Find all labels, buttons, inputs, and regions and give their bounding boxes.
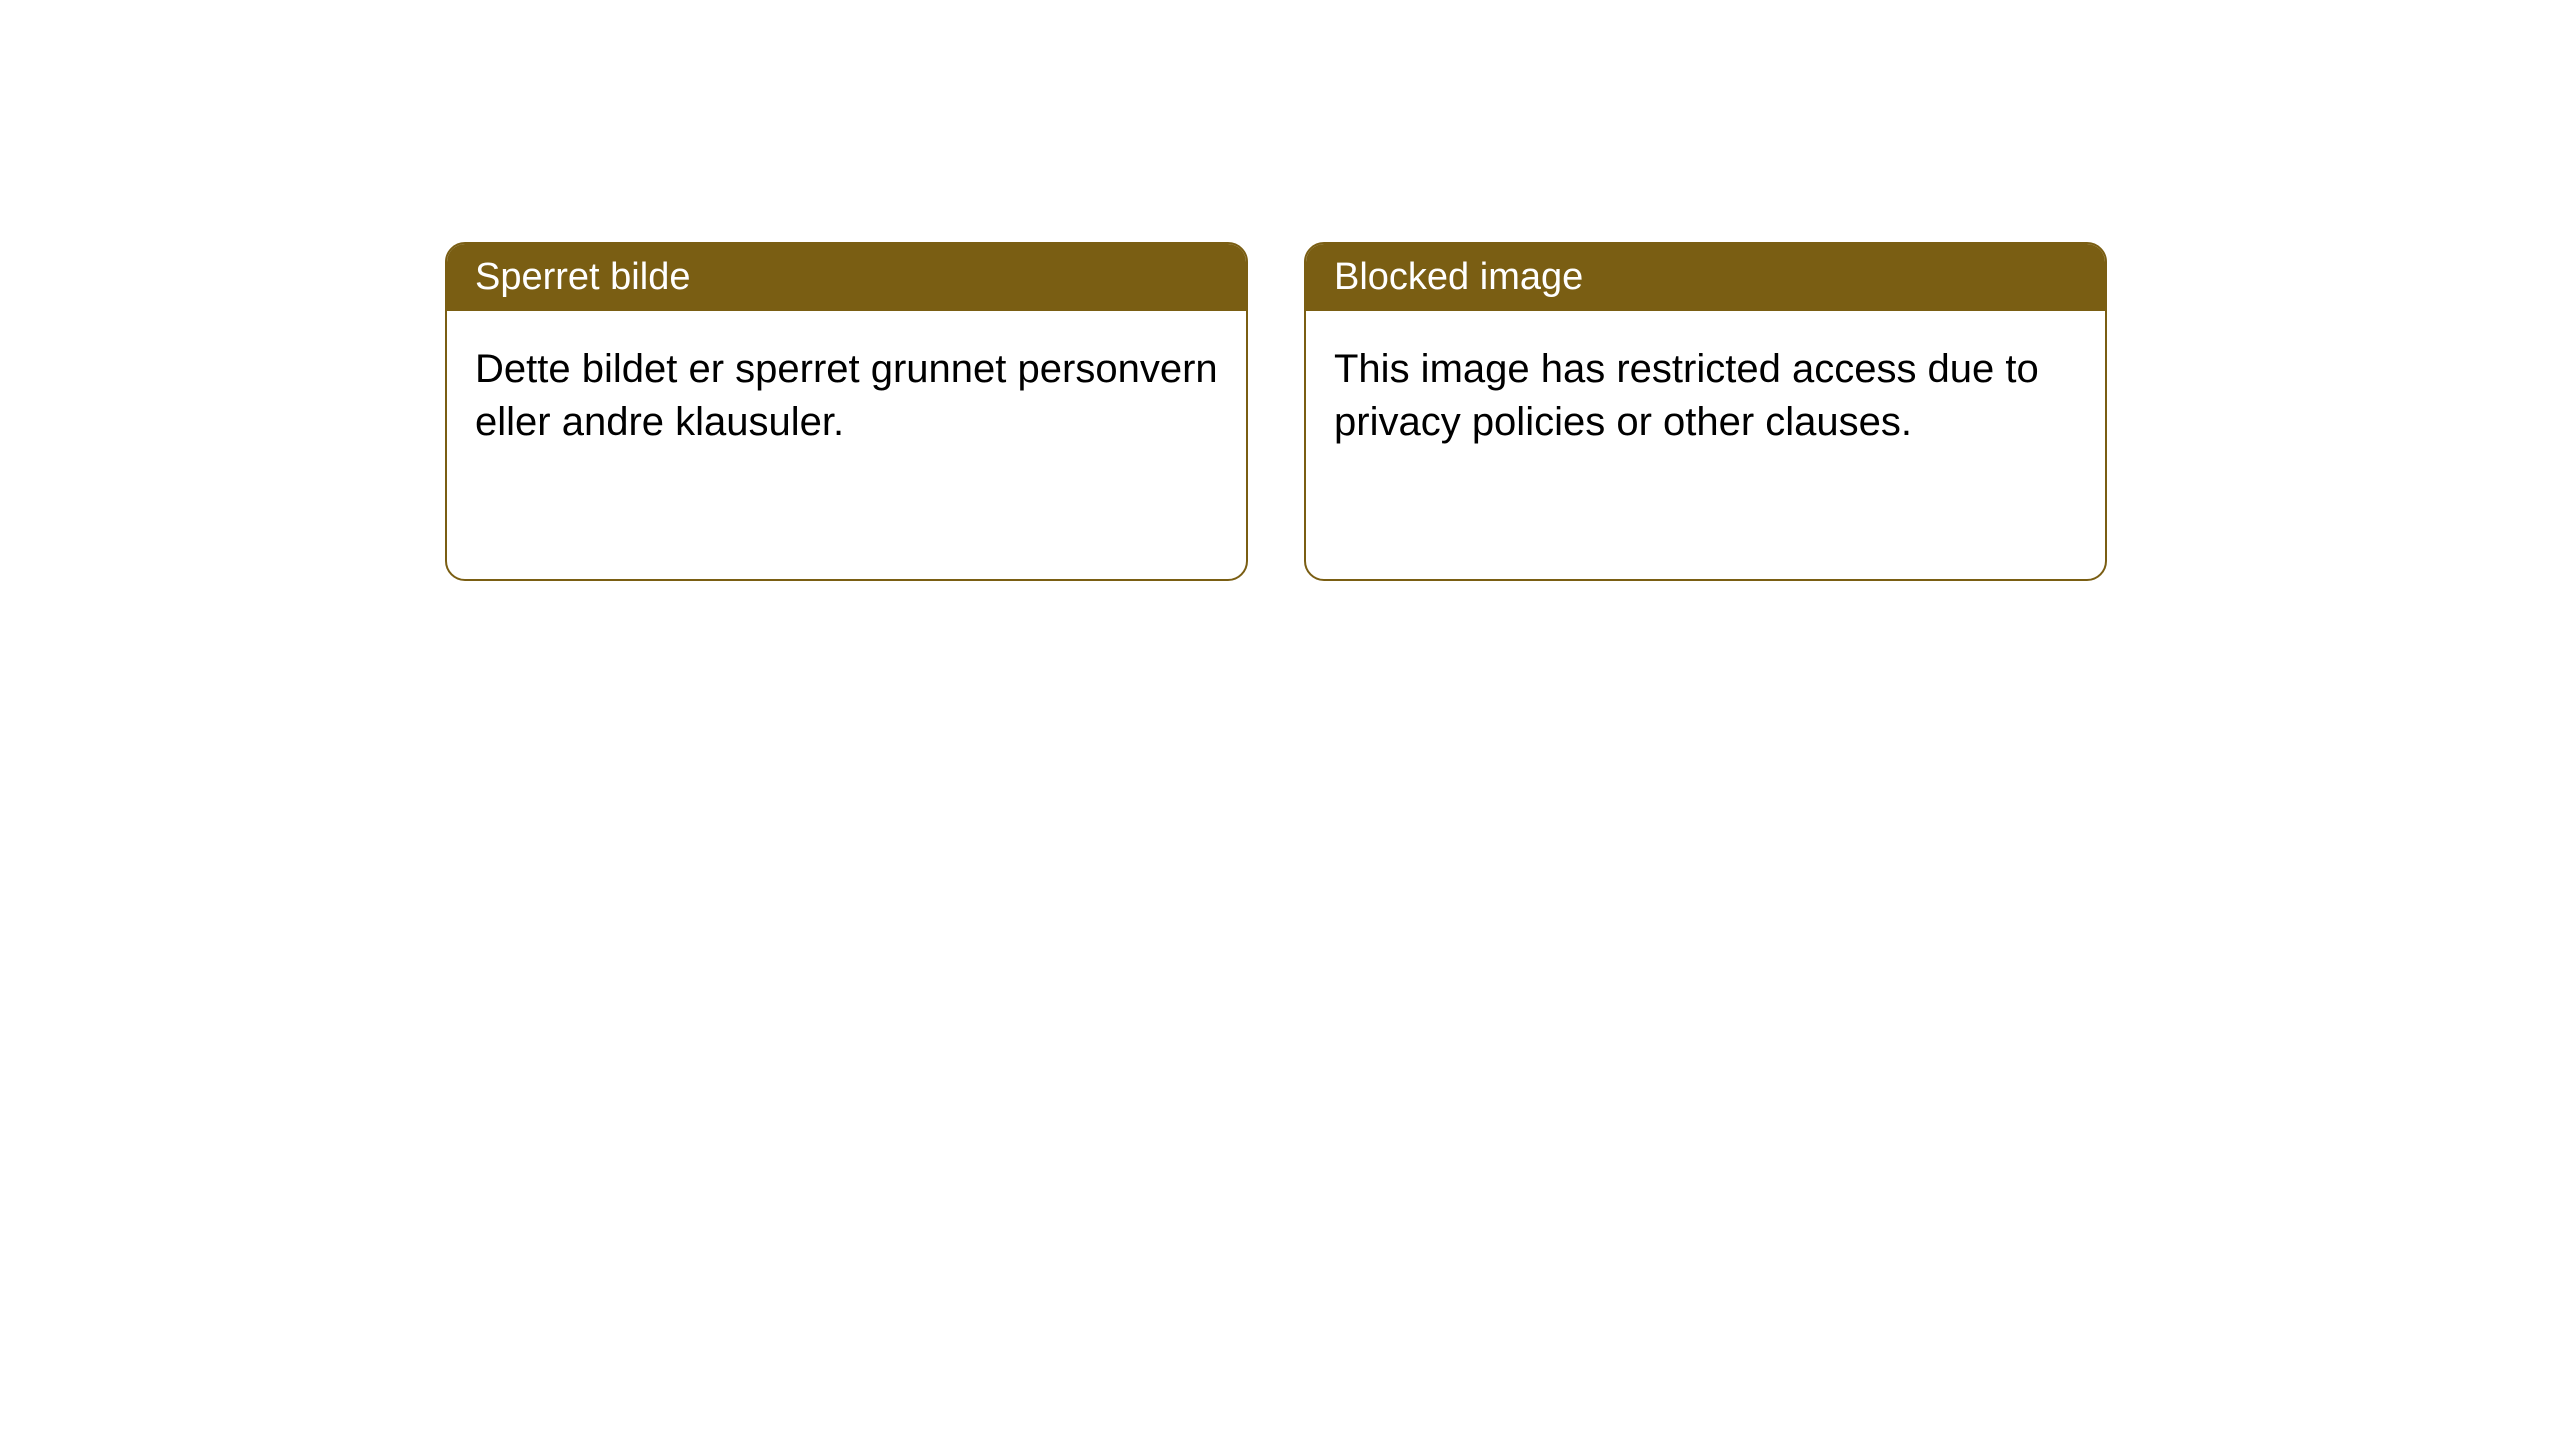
notice-body-no: Dette bildet er sperret grunnet personve… — [447, 311, 1246, 481]
notice-container: Sperret bilde Dette bildet er sperret gr… — [445, 242, 2107, 581]
notice-card-en: Blocked image This image has restricted … — [1304, 242, 2107, 581]
notice-header-en: Blocked image — [1306, 244, 2105, 311]
notice-body-en: This image has restricted access due to … — [1306, 311, 2105, 481]
notice-header-no: Sperret bilde — [447, 244, 1246, 311]
notice-card-no: Sperret bilde Dette bildet er sperret gr… — [445, 242, 1248, 581]
